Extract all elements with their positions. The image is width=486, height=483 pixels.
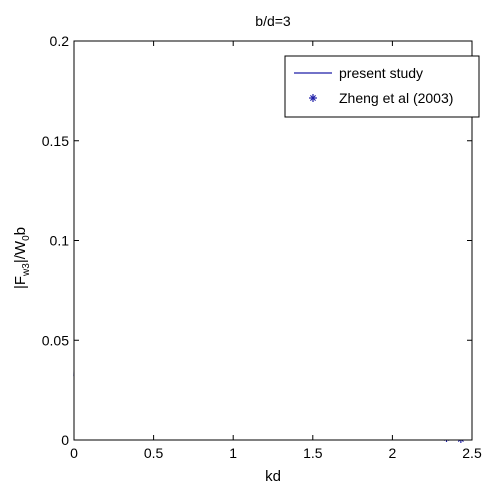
x-tick-label: 2 bbox=[389, 445, 397, 461]
y-axis-label: |Fw3|/W0b bbox=[12, 227, 32, 289]
legend-box bbox=[284, 55, 480, 118]
x-tick-label: 0.5 bbox=[144, 445, 164, 461]
x-tick-label: 1.5 bbox=[303, 445, 323, 461]
x-tick-label: 1 bbox=[229, 445, 237, 461]
x-tick-label: 2.5 bbox=[462, 445, 482, 461]
legend-label-present-study: present study bbox=[339, 65, 423, 81]
legend-star-icon bbox=[309, 94, 317, 102]
legend-label-zheng: Zheng et al (2003) bbox=[339, 90, 453, 106]
legend-marker-sample bbox=[309, 94, 317, 102]
legend: present study Zheng et al (2003) bbox=[284, 55, 480, 118]
axes: 0 0.5 1 1.5 2 2.5 0 0.05 0.1 0.15 0.2 bbox=[42, 33, 482, 461]
y-tick-label: 0.2 bbox=[50, 33, 70, 49]
y-tick-label: 0.15 bbox=[42, 133, 69, 149]
y-tick-label: 0 bbox=[61, 432, 69, 448]
x-tick-label: 0 bbox=[70, 445, 78, 461]
y-tick-label: 0.1 bbox=[50, 233, 70, 249]
marker-stroke bbox=[310, 95, 316, 101]
x-axis-label: kd bbox=[265, 468, 281, 483]
y-tick-label: 0.05 bbox=[42, 332, 69, 348]
chart-title: b/d=3 bbox=[255, 13, 291, 29]
